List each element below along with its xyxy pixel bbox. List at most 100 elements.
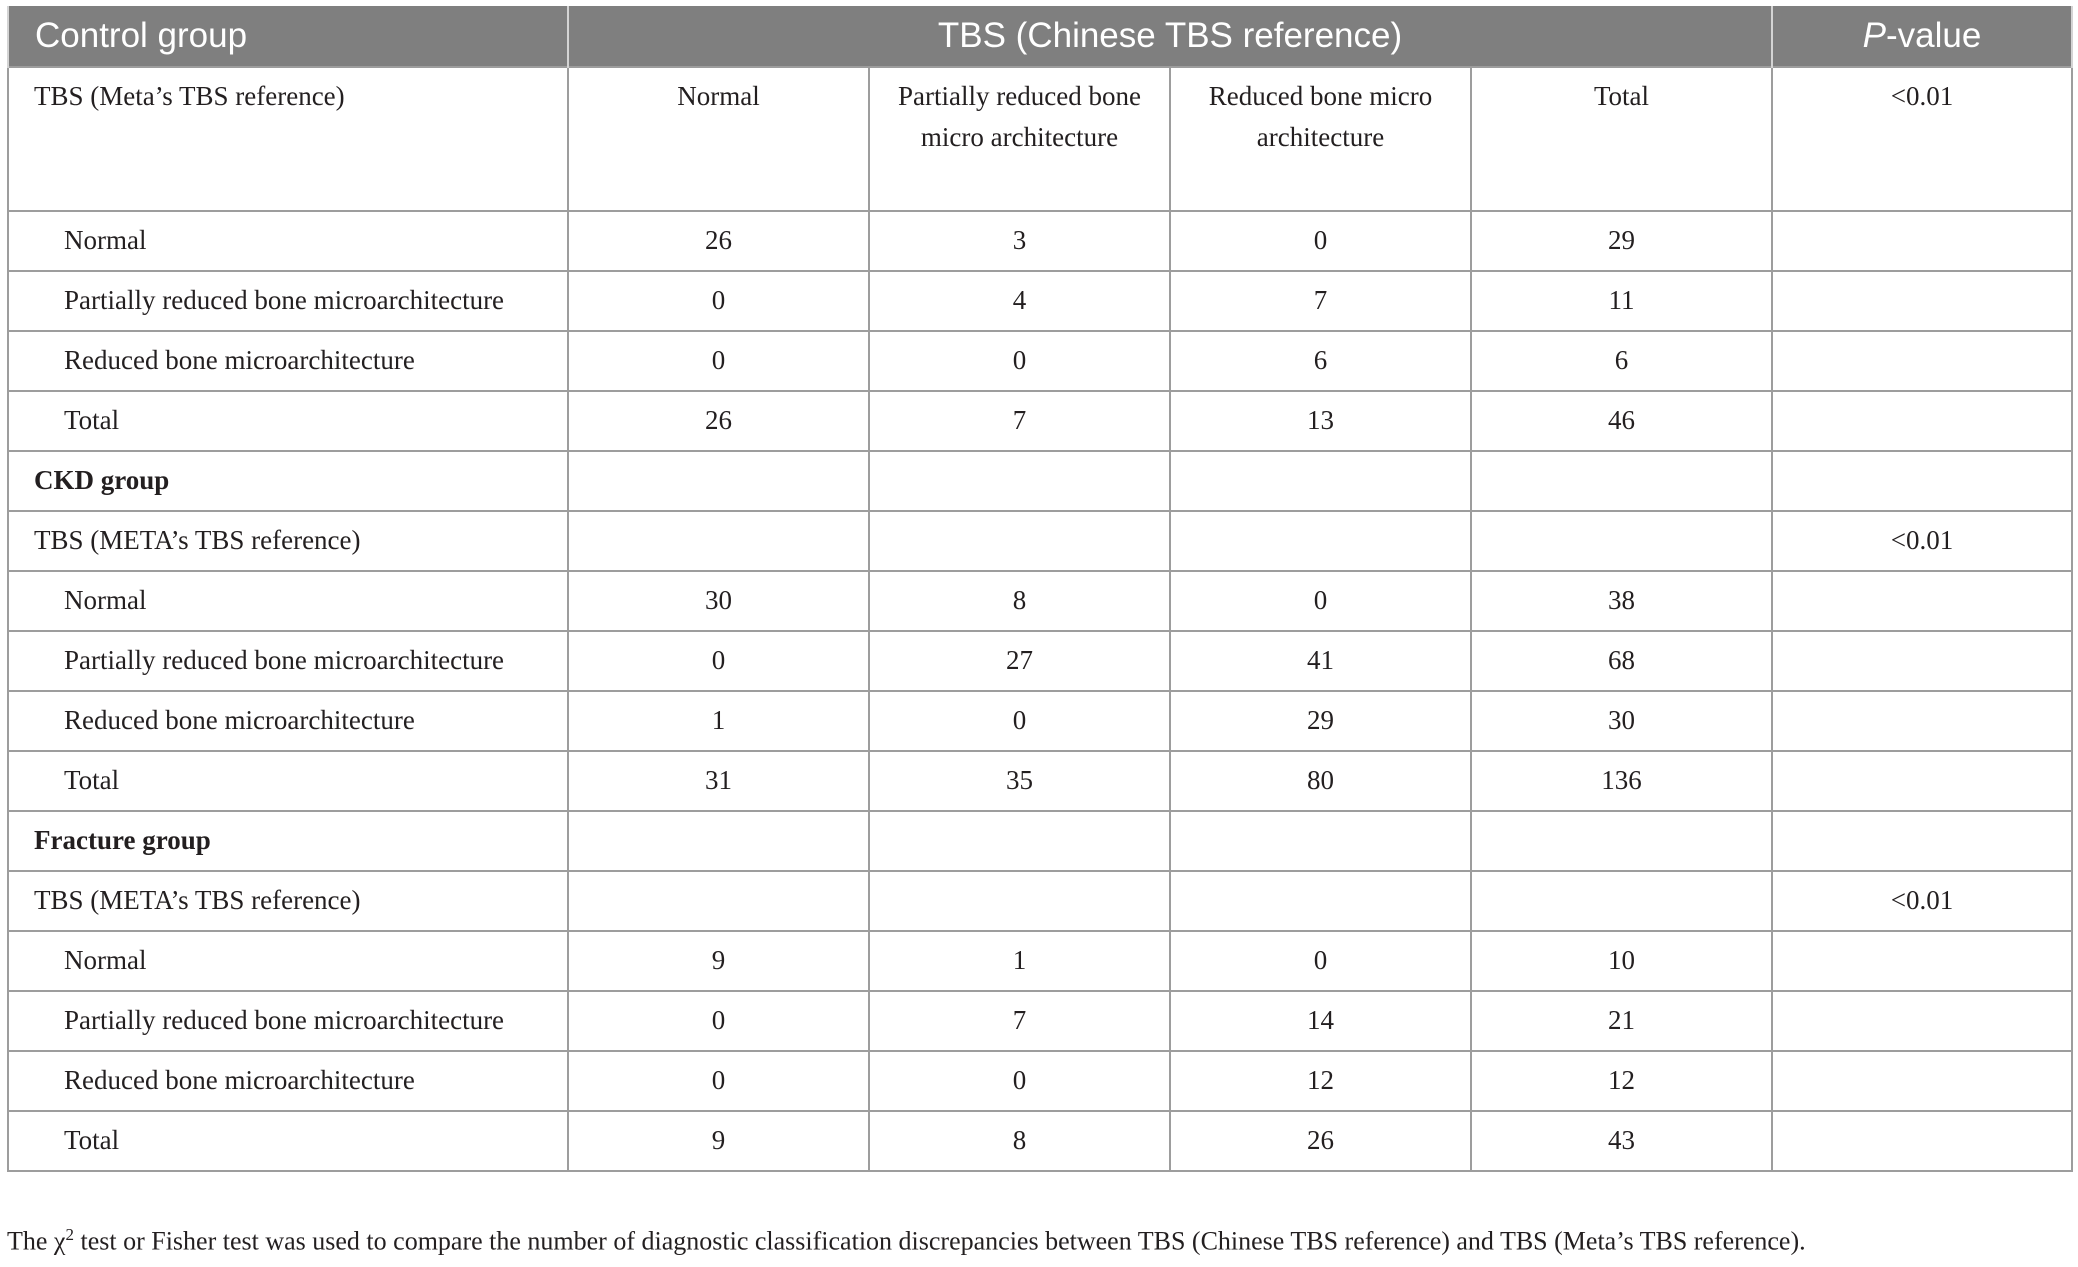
empty-cell [868, 510, 1171, 572]
empty-cell [567, 450, 870, 512]
cell-value: 14 [1169, 990, 1472, 1052]
empty-cell [1771, 810, 2074, 872]
table-row: Normal 9 1 0 10 [7, 930, 2074, 992]
cell-value: 1 [567, 690, 870, 752]
empty-cell [1169, 810, 1472, 872]
table-header: Control group TBS (Chinese TBS reference… [7, 6, 2074, 67]
table-row: Partially reduced bone microarchitecture… [7, 630, 2074, 692]
row-label: Total [7, 750, 569, 812]
empty-cell [1169, 450, 1472, 512]
p-value-cell: <0.01 [1771, 66, 2074, 212]
row-label: Normal [7, 570, 569, 632]
row-label: Total [7, 390, 569, 452]
empty-cell [868, 870, 1171, 932]
cell-value: 1 [868, 930, 1171, 992]
empty-cell [1771, 390, 2074, 452]
cell-value: 12 [1169, 1050, 1472, 1112]
cell-value: 29 [1469, 210, 1774, 272]
header-p-suffix: -value [1886, 16, 1982, 55]
results-table-container: Control group TBS (Chinese TBS reference… [7, 6, 2074, 1172]
cell-value: 0 [567, 330, 870, 392]
cell-value: 7 [1169, 270, 1472, 332]
cell-value: 38 [1469, 570, 1774, 632]
header-chinese-tbs-reference: TBS (Chinese TBS reference) [566, 6, 1774, 67]
empty-cell [567, 870, 870, 932]
cell-value: 26 [567, 390, 870, 452]
cell-value: 8 [868, 1110, 1171, 1172]
cell-value: 0 [868, 330, 1171, 392]
p-value-cell: <0.01 [1771, 510, 2074, 572]
cell-value: 0 [1169, 570, 1472, 632]
empty-cell [1771, 1050, 2074, 1112]
cell-value: 41 [1169, 630, 1472, 692]
cell-value: 0 [868, 1050, 1171, 1112]
footnote-superscript: 2 [65, 1225, 74, 1244]
cell-value: 13 [1169, 390, 1472, 452]
cell-value: 27 [868, 630, 1171, 692]
row-label: Reduced bone microarchitecture [7, 330, 569, 392]
empty-cell [1771, 630, 2074, 692]
cell-value: 31 [567, 750, 870, 812]
p-value-cell: <0.01 [1771, 870, 2074, 932]
empty-cell [1771, 570, 2074, 632]
cell-value: 30 [567, 570, 870, 632]
table-row: Total 9 8 26 43 [7, 1110, 2074, 1172]
cell-value: 136 [1469, 750, 1774, 812]
row-label: Partially reduced bone microarchitecture [7, 630, 569, 692]
empty-cell [1469, 510, 1774, 572]
empty-cell [1771, 270, 2074, 332]
empty-cell [868, 810, 1171, 872]
empty-cell [567, 510, 870, 572]
subheader-label: TBS (META’s TBS reference) [7, 870, 569, 932]
empty-cell [1771, 930, 2074, 992]
table-footnote: The χ2 test or Fisher test was used to c… [7, 1225, 1806, 1257]
empty-cell [868, 450, 1171, 512]
empty-cell [1169, 510, 1472, 572]
empty-cell [1771, 1110, 2074, 1172]
cell-value: 68 [1469, 630, 1774, 692]
cell-value: 0 [567, 990, 870, 1052]
cell-value: 6 [1169, 330, 1472, 392]
cell-value: 0 [567, 1050, 870, 1112]
group-title-row: Fracture group [7, 810, 2074, 872]
group-title-row: CKD group [7, 450, 2074, 512]
empty-cell [1469, 810, 1774, 872]
subheader-row: TBS (META’s TBS reference) <0.01 [7, 510, 2074, 572]
cell-value: 9 [567, 1110, 870, 1172]
table-row: Partially reduced bone microarchitecture… [7, 990, 2074, 1052]
column-label-normal: Normal [567, 66, 870, 212]
cell-value: 80 [1169, 750, 1472, 812]
empty-cell [1469, 450, 1774, 512]
table-row: Reduced bone microarchitecture 1 0 29 30 [7, 690, 2074, 752]
cell-value: 8 [868, 570, 1171, 632]
group-title-ckd: CKD group [7, 450, 569, 512]
table-row: Total 31 35 80 136 [7, 750, 2074, 812]
cell-value: 0 [868, 690, 1171, 752]
subheader-row: TBS (META’s TBS reference) <0.01 [7, 870, 2074, 932]
column-label-reduced: Reduced bone micro architecture [1169, 66, 1472, 212]
table-body: TBS (Meta’s TBS reference) Normal Partia… [7, 66, 2074, 1172]
empty-cell [1469, 870, 1774, 932]
empty-cell [1771, 690, 2074, 752]
cell-value: 29 [1169, 690, 1472, 752]
results-table: Control group TBS (Chinese TBS reference… [7, 6, 2074, 1172]
header-p-italic: P [1862, 16, 1887, 55]
row-label: Total [7, 1110, 569, 1172]
empty-cell [1771, 750, 2074, 812]
table-row: Partially reduced bone microarchitecture… [7, 270, 2074, 332]
cell-value: 3 [868, 210, 1171, 272]
cell-value: 0 [567, 270, 870, 332]
empty-cell [1169, 870, 1472, 932]
table-row: Total 26 7 13 46 [7, 390, 2074, 452]
row-label: Reduced bone microarchitecture [7, 690, 569, 752]
cell-value: 9 [567, 930, 870, 992]
cell-value: 35 [868, 750, 1171, 812]
cell-value: 0 [1169, 210, 1472, 272]
header-row: Control group TBS (Chinese TBS reference… [7, 6, 2074, 67]
cell-value: 7 [868, 390, 1171, 452]
row-label: Normal [7, 930, 569, 992]
cell-value: 0 [567, 630, 870, 692]
empty-cell [567, 810, 870, 872]
footnote-prefix: The χ [7, 1226, 66, 1256]
group-title-fracture: Fracture group [7, 810, 569, 872]
